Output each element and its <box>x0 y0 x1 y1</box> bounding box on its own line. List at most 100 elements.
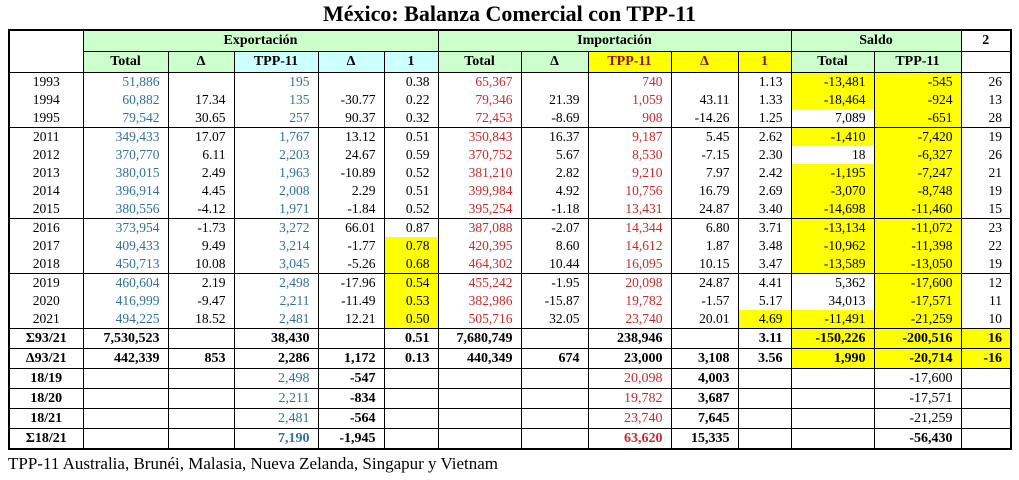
table-cell: 0.78 <box>383 237 439 255</box>
table-cell: -8,748 <box>873 182 962 200</box>
table-cell <box>437 388 522 409</box>
row-label: Σ93/21 <box>8 328 84 349</box>
table-cell: 0.38 <box>383 72 439 91</box>
table-cell: 0.51 <box>383 328 439 349</box>
table-cell: 399,984 <box>437 182 522 200</box>
row-label: 18/19 <box>8 368 84 389</box>
table-row: 2018 450,713 10.08 3,045 -5.26 0.68 464,302 10.… <box>8 255 1012 274</box>
table-cell <box>167 408 235 429</box>
table-cell <box>437 428 522 450</box>
table-cell <box>790 408 875 429</box>
table-cell: 65,367 <box>437 72 522 91</box>
table-cell: -13,589 <box>790 255 875 274</box>
row-label: Δ93/21 <box>8 348 84 369</box>
table-cell: 28 <box>960 109 1012 128</box>
row-label: 2012 <box>8 146 84 164</box>
table-cell <box>167 368 235 389</box>
table-cell: 12.21 <box>317 310 385 329</box>
table-cell: 10.15 <box>670 255 739 274</box>
table-cell: 22 <box>960 237 1012 255</box>
table-cell: 8.60 <box>520 237 589 255</box>
table-cell: 4.92 <box>520 182 589 200</box>
table-cell: 1,990 <box>790 348 875 369</box>
table-cell: 0.68 <box>383 255 439 274</box>
table-cell <box>437 368 522 389</box>
row-label: 2018 <box>8 255 84 274</box>
table-cell: 3.48 <box>737 237 792 255</box>
table-cell: 1,971 <box>233 200 319 219</box>
table-cell: 10,756 <box>587 182 672 200</box>
table-cell: 455,242 <box>437 273 522 292</box>
table-cell <box>82 388 169 409</box>
table-cell: 20.01 <box>670 310 739 329</box>
table-cell: 5.17 <box>737 292 792 310</box>
table-cell: -2.07 <box>520 218 589 237</box>
table-cell: -200,516 <box>873 328 962 349</box>
table-cell: -17.96 <box>317 273 385 292</box>
column-header: Total <box>437 51 522 73</box>
table-cell: 2.62 <box>737 127 792 146</box>
table-cell: -10,962 <box>790 237 875 255</box>
table-cell: 79,542 <box>82 109 169 128</box>
table-cell: 7.97 <box>670 164 739 182</box>
table-cell: -13,134 <box>790 218 875 237</box>
table-cell: -17,600 <box>873 368 962 389</box>
column-header: TPP-11 <box>587 51 672 73</box>
table-cell: 505,716 <box>437 310 522 329</box>
table-cell: 0.50 <box>383 310 439 329</box>
table-cell: 20,098 <box>587 273 672 292</box>
table-cell: -1,410 <box>790 127 875 146</box>
table-cell: 2.19 <box>167 273 235 292</box>
column-header: Total <box>790 51 875 73</box>
table-cell: 3,272 <box>233 218 319 237</box>
table-cell: 2,286 <box>233 348 319 369</box>
table-cell <box>790 428 875 450</box>
table-cell: 72,453 <box>437 109 522 128</box>
table-body: 1993 51,886 195 0.38 65,367 740 1.13 -13,481 -54… <box>8 72 1012 450</box>
table-cell: -6,327 <box>873 146 962 164</box>
table-cell: 26 <box>960 146 1012 164</box>
table-cell <box>520 328 589 349</box>
table-cell: 4.41 <box>737 273 792 292</box>
table-cell <box>383 368 439 389</box>
table-cell: 43.11 <box>670 91 739 109</box>
table-cell: 2.49 <box>167 164 235 182</box>
table-cell: 450,713 <box>82 255 169 274</box>
table-cell: -13,050 <box>873 255 962 274</box>
table-cell: 0.87 <box>383 218 439 237</box>
row-label: 2013 <box>8 164 84 182</box>
row-label: 2017 <box>8 237 84 255</box>
table-cell: 3.56 <box>737 348 792 369</box>
table-cell: 7,680,749 <box>437 328 522 349</box>
table-cell: 395,254 <box>437 200 522 219</box>
table-cell: 908 <box>587 109 672 128</box>
table-cell: 2.82 <box>520 164 589 182</box>
table-cell: 23,740 <box>587 310 672 329</box>
table-cell: 5,362 <box>790 273 875 292</box>
table-cell: 20,098 <box>587 368 672 389</box>
column-group-header: Saldo <box>790 29 962 52</box>
table-cell: -5.26 <box>317 255 385 274</box>
table-cell: -30.77 <box>317 91 385 109</box>
table-cell <box>383 388 439 409</box>
table-cell: -1.73 <box>167 218 235 237</box>
table-row: 18/20 2,211 -834 19,782 3,687 -17,571 <box>8 388 1012 409</box>
table-cell: -924 <box>873 91 962 109</box>
table-cell: 14,344 <box>587 218 672 237</box>
table-cell: 381,210 <box>437 164 522 182</box>
table-cell: -9.47 <box>167 292 235 310</box>
table-cell: 10 <box>960 310 1012 329</box>
table-cell: 380,015 <box>82 164 169 182</box>
table-cell: -1.77 <box>317 237 385 255</box>
table-cell: 442,339 <box>82 348 169 369</box>
table-cell: 853 <box>167 348 235 369</box>
table-cell: -15.87 <box>520 292 589 310</box>
table-row: 2011 349,433 17.07 1,767 13.12 0.51 350,843 16.… <box>8 127 1012 146</box>
table-cell: 14,612 <box>587 237 672 255</box>
table-cell: 2,481 <box>233 310 319 329</box>
row-label: 2014 <box>8 182 84 200</box>
table-row: 2021 494,225 18.52 2,481 12.21 0.50 505,716 32.… <box>8 310 1012 329</box>
table-cell: -13,481 <box>790 72 875 91</box>
table-row: Σ93/21 7,530,523 38,430 0.51 7,680,749 238,94… <box>8 328 1012 349</box>
table-cell: -14.26 <box>670 109 739 128</box>
